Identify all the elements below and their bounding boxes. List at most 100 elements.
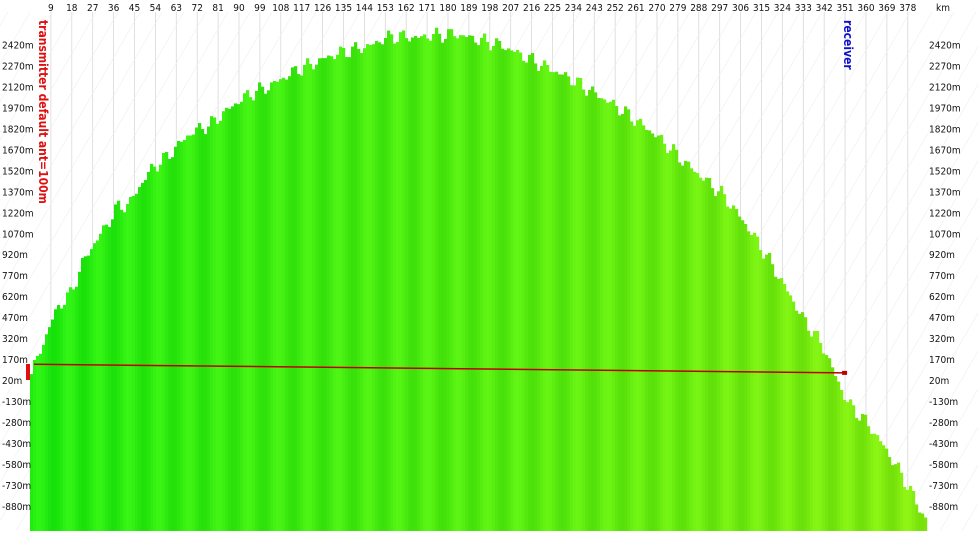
terrain-strip [156, 171, 160, 531]
x-tick-label: 81 [212, 3, 223, 14]
terrain-strip [849, 399, 853, 531]
terrain-strip [762, 258, 766, 531]
terrain-strip [366, 44, 370, 531]
x-tick-label: 207 [502, 3, 519, 14]
terrain-strip [144, 180, 148, 531]
terrain-strip [648, 130, 652, 531]
terrain-strip [420, 36, 424, 531]
terrain-strip [216, 124, 220, 531]
terrain-strip [354, 42, 358, 531]
receiver-marker [842, 370, 848, 375]
x-tick-label: 18 [66, 3, 78, 14]
terrain-strip [618, 115, 622, 531]
terrain-strip [465, 37, 469, 531]
transmitter-label: transmitter default ant=100m [36, 20, 50, 204]
terrain-strip [312, 69, 316, 531]
terrain-strip [396, 42, 400, 531]
terrain-strip [699, 177, 703, 531]
terrain-strip [576, 77, 580, 531]
terrain-strip [894, 464, 898, 531]
terrain-strip [423, 34, 427, 531]
terrain-strip [570, 85, 574, 531]
terrain-strip [255, 90, 259, 531]
terrain-strip [612, 99, 616, 531]
terrain-strip [309, 63, 313, 531]
terrain-strip [84, 256, 88, 531]
terrain-strip [549, 71, 553, 531]
terrain-strip [78, 271, 82, 531]
y-tick-label-left: 1070m [2, 229, 34, 240]
terrain-strip [675, 149, 679, 531]
terrain-strip [159, 164, 163, 531]
terrain-strip [81, 257, 85, 531]
terrain-strip [372, 44, 376, 531]
terrain-strip [114, 204, 118, 531]
line-of-sight [33, 363, 846, 374]
y-tick-label-left: 770m [2, 271, 28, 282]
terrain-strip [798, 313, 802, 531]
terrain-strip [753, 232, 757, 531]
y-tick-label-right: -280m [929, 418, 958, 429]
terrain-strip [501, 48, 505, 531]
terrain-strip [837, 381, 841, 531]
terrain-strip [531, 53, 535, 531]
x-tick-label: 324 [774, 3, 791, 14]
terrain-strip [876, 435, 880, 531]
terrain-strip [126, 204, 130, 531]
y-tick-label-right: -130m [929, 397, 958, 408]
terrain-strip [690, 168, 694, 531]
terrain-strip [834, 376, 838, 531]
terrain-strip [153, 166, 157, 531]
terrain-strip [261, 86, 265, 531]
terrain-strip [360, 53, 364, 531]
receiver-label: receiver [841, 20, 855, 70]
terrain-strip [384, 37, 388, 531]
y-tick-label-right: 1370m [929, 187, 961, 198]
terrain-strip [336, 54, 340, 531]
grid-hatch-line [0, 11, 119, 217]
terrain-area [30, 27, 928, 531]
terrain-strip [681, 165, 685, 531]
terrain-strip [348, 57, 352, 531]
grid-hatch-line [0, 11, 53, 103]
y-tick-label-right: 470m [929, 313, 955, 324]
terrain-strip [246, 90, 250, 531]
terrain-strip [264, 93, 268, 531]
grid-hatch-line [917, 426, 978, 532]
x-tick-label: 342 [816, 3, 833, 14]
terrain-strip [342, 48, 346, 531]
terrain-strip [873, 433, 877, 531]
terrain-strip [324, 58, 328, 531]
y-tick-label-right: 1220m [929, 208, 961, 219]
grid-hatch-line [873, 350, 978, 532]
terrain-strip [669, 150, 673, 531]
x-tick-label: 126 [314, 3, 331, 14]
terrain-strip [165, 152, 169, 531]
terrain-strip [129, 196, 133, 531]
y-axis-right-ticks: 2420m 2270m 2120m 1970m 1820m 1670m 1520m 1370m… [929, 41, 961, 513]
terrain-strip [915, 504, 919, 531]
terrain-strip [543, 60, 547, 531]
terrain-strip [132, 195, 136, 531]
terrain-strip [318, 58, 322, 531]
terrain-strip [102, 225, 106, 531]
terrain-strip [561, 74, 565, 531]
terrain-strip [621, 113, 625, 531]
x-tick-label: 261 [627, 3, 644, 14]
terrain-strip [48, 327, 52, 531]
terrain-strip [441, 42, 445, 531]
terrain-strip [870, 433, 874, 531]
terrain-strip [900, 472, 904, 531]
terrain-strip [357, 48, 361, 531]
terrain-strip [42, 344, 46, 531]
terrain-strip [582, 89, 586, 531]
terrain-strip [135, 193, 139, 531]
terrain-strip [597, 98, 601, 531]
terrain-strip [303, 64, 307, 531]
x-tick-label: 153 [377, 3, 394, 14]
terrain-strip [69, 287, 73, 531]
terrain-strip [234, 103, 238, 531]
y-tick-label-left: 1820m [2, 124, 34, 135]
terrain-strip [741, 220, 745, 531]
y-tick-label-right: 620m [929, 292, 955, 303]
